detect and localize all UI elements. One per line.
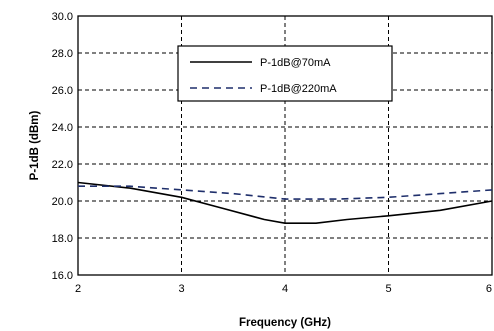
x-axis-title: Frequency (GHz) [239, 317, 331, 329]
x-tick-label: 2 [75, 283, 81, 295]
legend-label-2: P-1dB@220mA [260, 83, 337, 95]
y-tick-label: 20.0 [52, 196, 73, 208]
y-tick-label: 24.0 [52, 122, 73, 134]
x-tick-label: 4 [282, 283, 288, 295]
series-line-1 [77, 181, 493, 224]
y-axis-title: P-1dB (dBm) [29, 111, 41, 181]
y-tick-label: 18.0 [52, 233, 73, 245]
legend-box [177, 45, 393, 102]
x-tick-label: 5 [385, 283, 391, 295]
x-tick-label: 3 [178, 283, 184, 295]
legend-label-1: P-1dB@70mA [260, 57, 331, 69]
y-tick-label: 26.0 [52, 85, 73, 97]
x-tick-labels: 2 3 4 5 6 [75, 283, 492, 295]
plot-frame [77, 15, 493, 276]
y-tick-label: 28.0 [52, 48, 73, 60]
y-tick-label: 22.0 [52, 159, 73, 171]
legend: P-1dB@70mA P-1dB@220mA [177, 45, 393, 102]
y-tick-label: 16.0 [52, 270, 73, 282]
series-line-2 [78, 185, 493, 200]
y-tick-label: 30.0 [52, 11, 73, 23]
x-tick-label: 6 [486, 283, 492, 295]
data-series [77, 181, 493, 224]
y-tick-labels: 16.0 18.0 20.0 22.0 24.0 26.0 28.0 30.0 [52, 11, 73, 282]
